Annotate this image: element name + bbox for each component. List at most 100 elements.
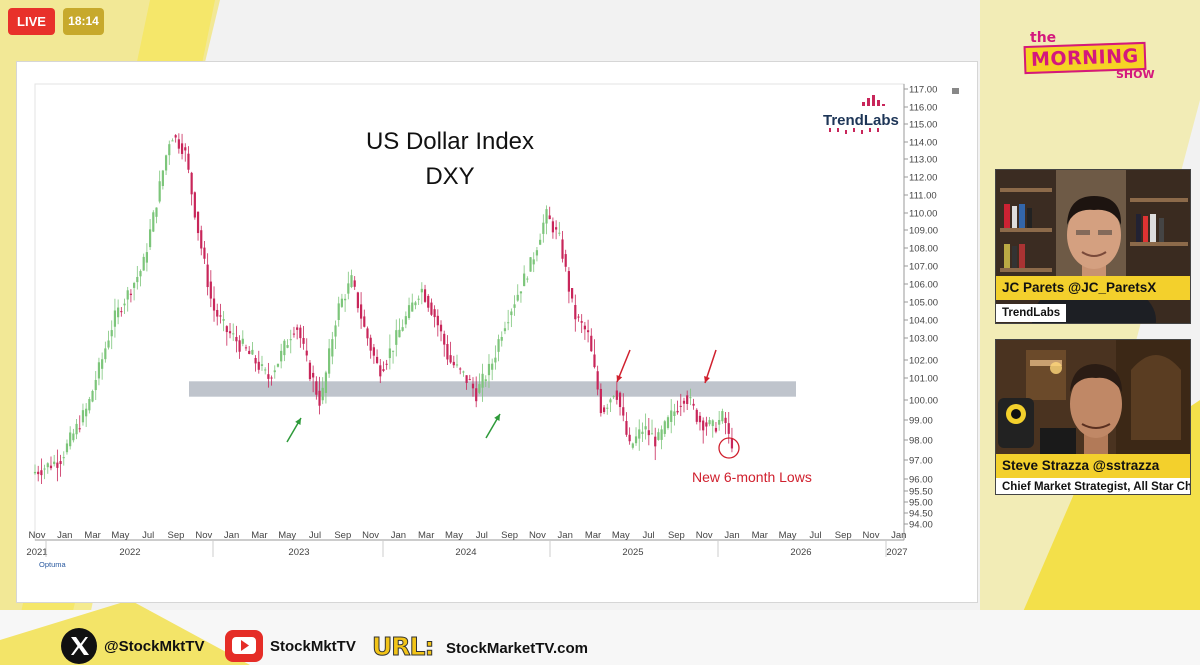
candle-down <box>248 350 251 354</box>
candle-down <box>423 289 427 302</box>
youtube-social[interactable]: StockMktTV <box>224 627 356 665</box>
youtube-logo-icon <box>225 630 263 662</box>
candle-up <box>513 304 516 308</box>
candle-down <box>555 227 558 230</box>
candle-down <box>359 304 363 319</box>
candle-up <box>171 140 174 142</box>
candle-up <box>666 417 670 428</box>
candle-down <box>296 327 299 330</box>
candle-down <box>436 315 439 326</box>
candle-up <box>110 330 113 337</box>
candle-down <box>468 379 471 381</box>
host-1-nameplate: JC Parets @JC_ParetsX <box>996 276 1190 300</box>
y-tick-label: 102.00 <box>909 356 938 367</box>
candle-down <box>586 330 590 333</box>
candle-down <box>682 400 686 404</box>
candle-down <box>574 305 577 320</box>
x-month-label: May <box>111 530 129 541</box>
x-month-label: Jan <box>391 530 406 541</box>
candle-down <box>235 336 238 342</box>
x-social[interactable]: @StockMktTV <box>60 627 204 665</box>
candle-up <box>75 423 78 435</box>
url-link[interactable]: StockMarketTV.com <box>446 640 589 657</box>
candle-up <box>494 357 497 363</box>
candle-up <box>660 429 663 440</box>
y-tick-label: 100.00 <box>909 396 938 407</box>
candle-up <box>280 350 283 362</box>
candle-up <box>689 397 692 399</box>
candle-down <box>590 335 593 352</box>
y-tick-label: 107.00 <box>909 262 938 273</box>
x-month-label: Sep <box>501 530 518 541</box>
candle-up <box>340 298 344 307</box>
candle-down <box>551 221 555 233</box>
candle-down <box>209 281 212 299</box>
y-tick-label: 98.00 <box>909 436 933 447</box>
candle-up <box>670 410 673 422</box>
x-month-label: Jul <box>476 530 488 541</box>
x-month-label: Nov <box>29 530 46 541</box>
candle-down <box>714 427 718 432</box>
candle-up <box>158 181 161 202</box>
candle-down <box>193 192 196 218</box>
chart-panel: 117.00 116.00 115.00 114.00 113.00 112.00 111.… <box>16 61 978 603</box>
candle-up <box>222 319 225 321</box>
candle-up <box>133 282 136 288</box>
candle-up <box>673 411 676 416</box>
candle-up <box>663 421 666 434</box>
y-tick-label: 103.00 <box>909 334 938 345</box>
watermark-bar <box>877 100 880 106</box>
watermark-tick <box>869 128 871 132</box>
provider-label: Optuma <box>39 560 67 569</box>
red-arrow-2-head <box>704 376 710 383</box>
host-1-subtitle: TrendLabs <box>996 304 1067 322</box>
candle-down <box>702 420 705 431</box>
candle-down <box>200 230 203 249</box>
candle-down <box>120 311 123 313</box>
candle-down <box>430 302 433 315</box>
y-tick-label: 115.00 <box>909 120 937 131</box>
candle-up <box>417 298 420 300</box>
x-month-label: Jul <box>309 530 321 541</box>
candle-up <box>81 410 85 423</box>
candle-down <box>433 309 436 318</box>
candle-up <box>542 222 545 234</box>
candle-down <box>583 325 586 330</box>
youtube-handle: StockMktTV <box>270 637 356 655</box>
candle-up <box>53 461 56 465</box>
candle-down <box>225 326 228 333</box>
candle-down <box>56 462 59 468</box>
candle-up <box>101 359 104 369</box>
x-year-label: 2024 <box>455 547 476 558</box>
candle-down <box>312 372 315 378</box>
candle-down <box>366 328 369 339</box>
candle-down <box>254 357 257 364</box>
candle-up <box>161 170 164 186</box>
x-month-label: Jul <box>643 530 655 541</box>
candle-up <box>43 468 46 470</box>
candle-up <box>164 155 168 171</box>
x-logo-icon <box>61 628 97 664</box>
annotation-text: New 6-month Lows <box>692 469 812 485</box>
candle-up <box>251 349 254 355</box>
candle-down <box>618 392 622 408</box>
low-highlight-circle <box>718 437 740 459</box>
watermark-tick <box>837 128 839 132</box>
candle-down <box>177 139 180 149</box>
candle-down <box>705 422 708 427</box>
candle-up <box>462 371 465 373</box>
y-tick-label: 114.00 <box>909 138 937 149</box>
candle-up <box>398 329 401 338</box>
candle-up <box>491 363 494 370</box>
candle-up <box>107 340 110 348</box>
candle-up <box>535 250 539 256</box>
candle-up <box>497 339 500 352</box>
candle-up <box>334 325 337 337</box>
candle-down <box>212 298 216 311</box>
candle-down <box>206 264 209 288</box>
candle-up <box>481 373 484 388</box>
candle-up <box>401 327 404 331</box>
candle-up <box>411 302 414 312</box>
candle-down <box>724 417 727 423</box>
x-month-label: Jul <box>809 530 821 541</box>
